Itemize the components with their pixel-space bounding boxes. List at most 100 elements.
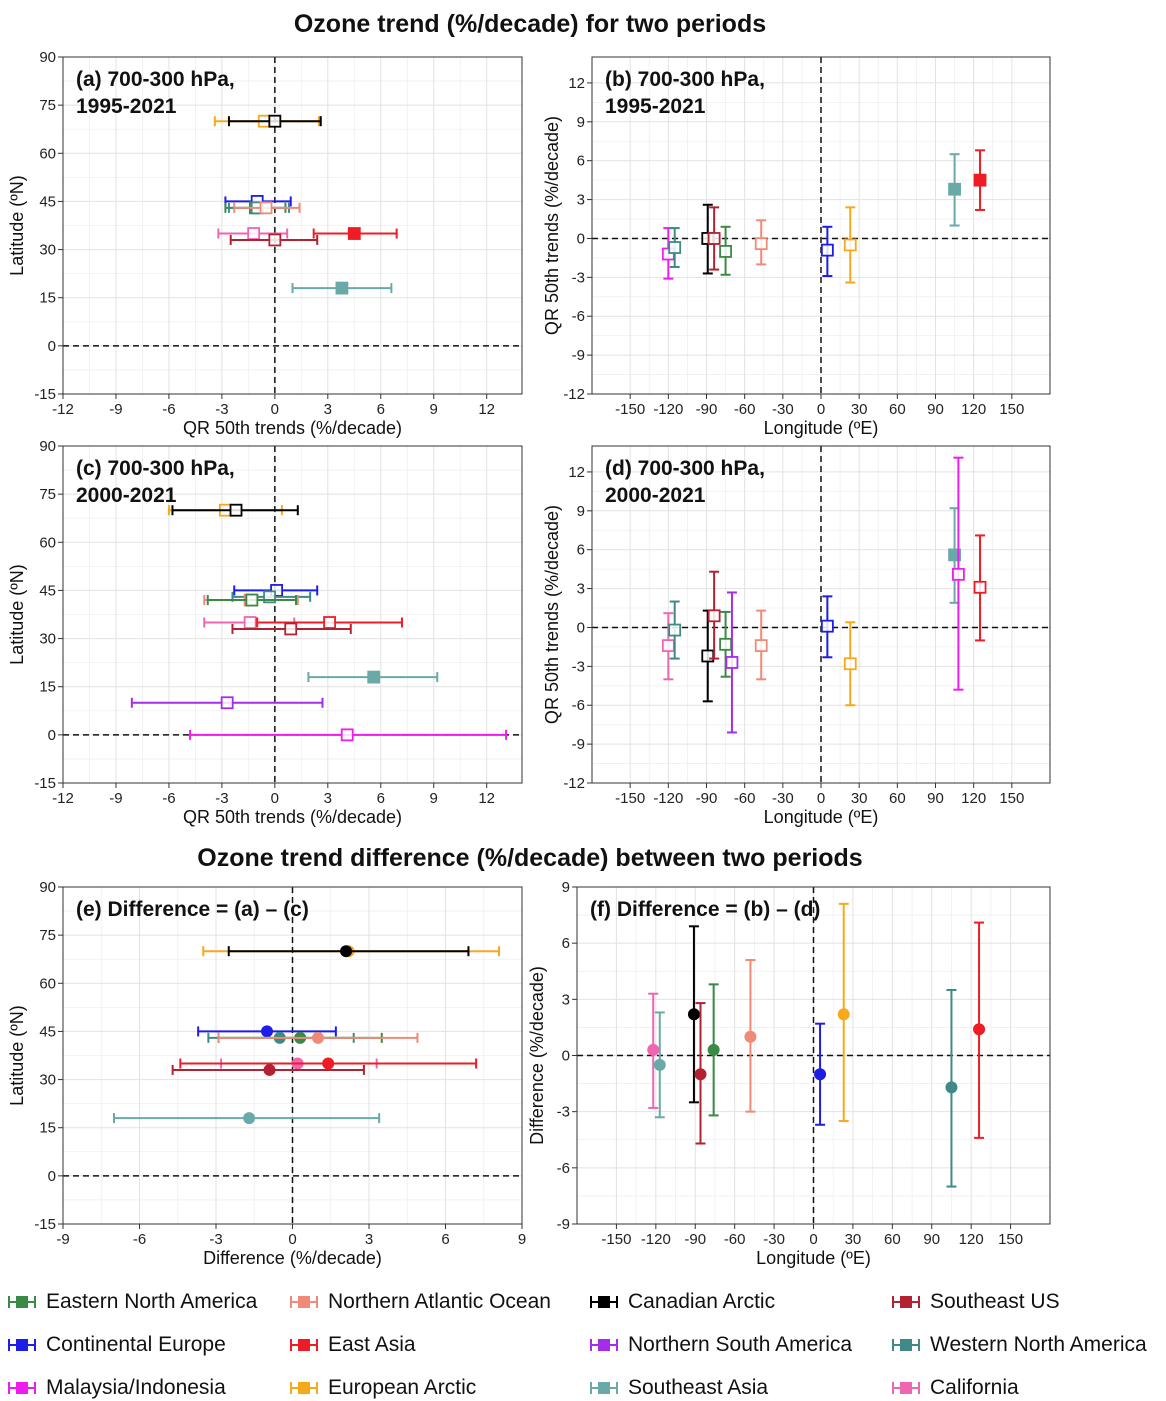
legend-label: European Arctic (328, 1376, 477, 1399)
data-point (754, 219, 768, 266)
panel-c: -12 -9 -6 -3 0 3 6 9 12 -15 0 15 30 45 60 75 90 QR 50th t… (7, 438, 523, 827)
y-axis-label: QR 50th trends (%/decade) (542, 505, 562, 724)
x-tick-label: -3 (215, 401, 228, 418)
y-tick-label: -9 (572, 347, 585, 364)
data-point (130, 696, 324, 710)
marker-square (220, 696, 234, 710)
x-tick-label: -120 (653, 790, 683, 807)
data-point (171, 1063, 365, 1076)
y-tick-label: 45 (39, 1023, 56, 1040)
x-tick-label: 90 (927, 790, 944, 807)
panel-label: (a) 700-300 hPa, (76, 68, 235, 91)
marker-circle (973, 1023, 986, 1036)
y-tick-label: 90 (39, 438, 56, 455)
x-tick-label: -9 (109, 790, 122, 807)
y-tick-label: 45 (39, 582, 56, 599)
marker-square (340, 728, 354, 742)
marker-circle (322, 1057, 335, 1070)
y-tick-label: 30 (39, 631, 56, 648)
y-tick-label: 6 (577, 542, 585, 559)
y-tick-label: 0 (577, 230, 585, 247)
data-point (229, 233, 319, 247)
x-tick-label: -12 (52, 401, 74, 418)
x-tick-label: -6 (133, 1231, 146, 1248)
y-tick-label: 60 (39, 534, 56, 551)
marker-square (843, 657, 857, 671)
y-tick-label: -12 (563, 775, 585, 792)
y-tick-label: 0 (577, 619, 585, 636)
marker-circle (694, 1068, 707, 1081)
marker-square (247, 227, 261, 240)
panel-label: (e) Difference = (a) – (c) (76, 898, 309, 921)
panel-d: -150 -120 -90 -60 -30 0 30 60 90 120 150-12-9-6-30… (542, 445, 1051, 827)
y-tick-label: 60 (39, 975, 56, 992)
x-tick-label: 9 (518, 1231, 526, 1248)
marker-circle (243, 1112, 256, 1125)
x-tick-label: 150 (999, 790, 1024, 807)
marker-circle (263, 1063, 276, 1076)
x-axis-label: Difference (%/decade) (203, 1248, 382, 1268)
marker-square (820, 243, 834, 257)
marker-circle (707, 1043, 720, 1056)
legend-item: Western North America (892, 1332, 1147, 1358)
y-tick-label: 30 (39, 242, 56, 259)
y-axis-label: Latitude (ºN) (7, 175, 27, 276)
legend-item: California (892, 1375, 1019, 1401)
x-tick-label: -120 (641, 1231, 671, 1248)
y-tick-label: -15 (34, 775, 56, 792)
data-point (687, 925, 700, 1104)
marker-square (661, 639, 675, 653)
data-point (227, 114, 322, 128)
data-point (206, 593, 298, 607)
legend-item: Eastern North America (8, 1289, 257, 1315)
data-point (231, 622, 352, 636)
x-tick-label: -6 (162, 790, 175, 807)
y-tick-label: -12 (563, 386, 585, 403)
marker-square (973, 580, 987, 594)
x-tick-label: 0 (817, 790, 825, 807)
marker-circle (647, 1043, 660, 1056)
y-tick-label: 6 (577, 153, 585, 170)
marker-square (668, 623, 682, 637)
y-tick-label: 12 (568, 75, 585, 92)
legend-label: Eastern North America (46, 1290, 258, 1313)
data-point (694, 1002, 707, 1145)
y-tick-label: 6 (562, 935, 570, 952)
x-axis-label: Longitude (ºE) (764, 418, 879, 438)
x-tick-label: 0 (271, 401, 279, 418)
data-point (312, 227, 398, 240)
x-axis-label: QR 50th trends (%/decade) (183, 418, 402, 438)
x-tick-label: 90 (923, 1231, 940, 1248)
data-point (837, 902, 850, 1123)
x-tick-label: 9 (430, 790, 438, 807)
y-tick-label: 9 (577, 503, 585, 520)
marker-square (668, 241, 682, 254)
x-tick-label: -30 (763, 1231, 785, 1248)
panel-label: (f) Difference = (b) – (d) (590, 898, 820, 921)
plot-border (62, 886, 523, 1225)
x-tick-label: 120 (961, 401, 986, 418)
y-tick-label: -6 (572, 308, 585, 325)
marker-square (948, 182, 961, 196)
data-point (754, 609, 768, 681)
y-tick-label: 30 (39, 1072, 56, 1089)
x-tick-label: -150 (615, 401, 645, 418)
legend-label: California (930, 1376, 1019, 1399)
marker-square (725, 656, 739, 669)
legend-key (590, 1382, 618, 1394)
marker-square (843, 238, 857, 252)
panel-label: (c) 700-300 hPa, (76, 457, 235, 480)
y-axis-label: Difference (%/decade) (527, 966, 547, 1145)
x-tick-label: 120 (961, 790, 986, 807)
panel-label: 1995-2021 (605, 95, 706, 118)
data-point (707, 206, 721, 271)
y-tick-label: 90 (39, 879, 56, 896)
marker-square (284, 622, 298, 636)
x-tick-label: 3 (365, 1231, 373, 1248)
legend-key (590, 1339, 618, 1351)
legend-item: European Arctic (290, 1375, 476, 1401)
x-tick-label: -12 (52, 790, 74, 807)
panel-label: 1995-2021 (76, 95, 177, 118)
y-tick-label: 75 (39, 486, 56, 503)
marker-square (948, 548, 961, 562)
